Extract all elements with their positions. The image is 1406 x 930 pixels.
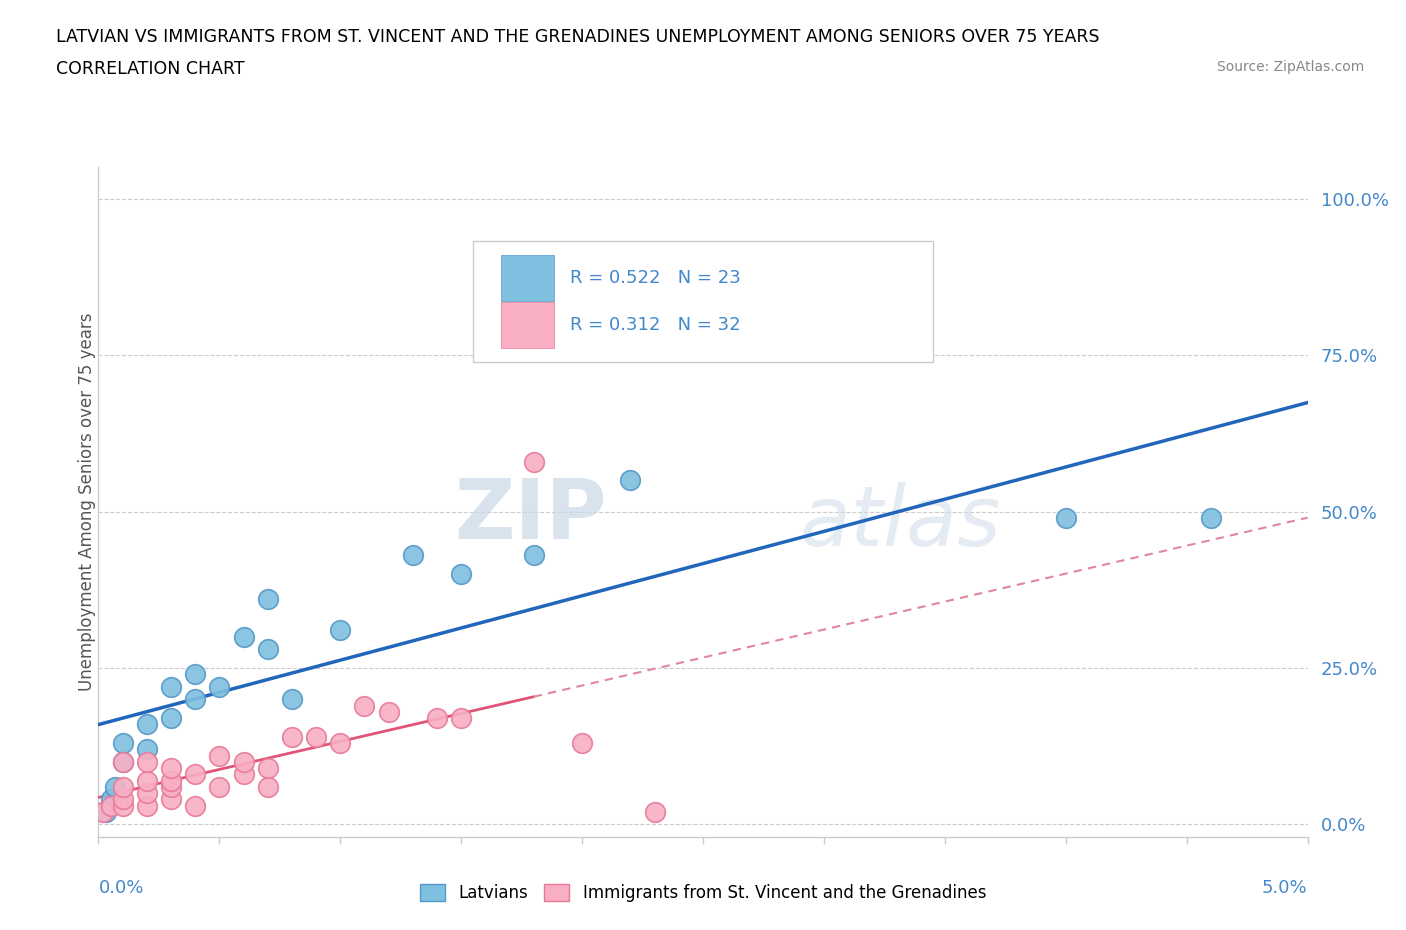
Point [160, 711, 183, 725]
Point [450, 711, 472, 725]
Text: ZIP: ZIP [454, 475, 606, 556]
Point [523, 454, 546, 469]
Text: LATVIAN VS IMMIGRANTS FROM ST. VINCENT AND THE GRENADINES UNEMPLOYMENT AMONG SEN: LATVIAN VS IMMIGRANTS FROM ST. VINCENT A… [56, 28, 1099, 46]
Point [135, 717, 157, 732]
Point [208, 779, 231, 794]
Point [281, 692, 304, 707]
Point [160, 680, 183, 695]
Point [353, 698, 375, 713]
Legend: Latvians, Immigrants from St. Vincent and the Grenadines: Latvians, Immigrants from St. Vincent an… [413, 878, 993, 909]
Text: R = 0.522   N = 23: R = 0.522 N = 23 [569, 269, 741, 286]
Point [111, 754, 134, 769]
Point [232, 754, 254, 769]
Point [256, 642, 278, 657]
Text: atlas: atlas [800, 482, 1001, 563]
Point [94, 804, 117, 819]
Point [208, 749, 231, 764]
Point [1199, 511, 1222, 525]
Point [256, 591, 278, 606]
Point [377, 704, 399, 719]
Point [91, 804, 114, 819]
Point [135, 754, 157, 769]
Point [111, 798, 134, 813]
Point [111, 779, 134, 794]
Point [256, 779, 278, 794]
Point [184, 692, 207, 707]
Point [329, 623, 352, 638]
Point [160, 792, 183, 807]
Point [305, 729, 328, 744]
Point [281, 729, 304, 744]
FancyBboxPatch shape [501, 255, 554, 301]
Point [256, 761, 278, 776]
Point [1054, 511, 1077, 525]
Text: Source: ZipAtlas.com: Source: ZipAtlas.com [1216, 60, 1364, 74]
Point [160, 761, 183, 776]
Point [426, 711, 449, 725]
Text: R = 0.312   N = 32: R = 0.312 N = 32 [569, 316, 741, 334]
Point [111, 792, 134, 807]
Point [619, 472, 641, 487]
Point [329, 736, 352, 751]
Point [184, 667, 207, 682]
Point [450, 566, 472, 581]
Text: 0.0%: 0.0% [98, 879, 143, 897]
Point [100, 798, 122, 813]
Point [232, 767, 254, 782]
Point [104, 779, 127, 794]
Point [644, 804, 666, 819]
Text: CORRELATION CHART: CORRELATION CHART [56, 60, 245, 78]
Y-axis label: Unemployment Among Seniors over 75 years: Unemployment Among Seniors over 75 years [79, 313, 96, 691]
Point [100, 792, 122, 807]
Point [402, 548, 425, 563]
Point [571, 736, 593, 751]
Point [184, 767, 207, 782]
Point [523, 548, 546, 563]
Point [135, 786, 157, 801]
Point [135, 773, 157, 788]
Point [111, 754, 134, 769]
Text: 5.0%: 5.0% [1263, 879, 1308, 897]
Point [208, 680, 231, 695]
Point [232, 630, 254, 644]
Point [135, 742, 157, 757]
Point [160, 773, 183, 788]
Point [160, 779, 183, 794]
Point [184, 798, 207, 813]
FancyBboxPatch shape [474, 241, 932, 362]
Point [111, 736, 134, 751]
FancyBboxPatch shape [501, 301, 554, 348]
Point [135, 798, 157, 813]
